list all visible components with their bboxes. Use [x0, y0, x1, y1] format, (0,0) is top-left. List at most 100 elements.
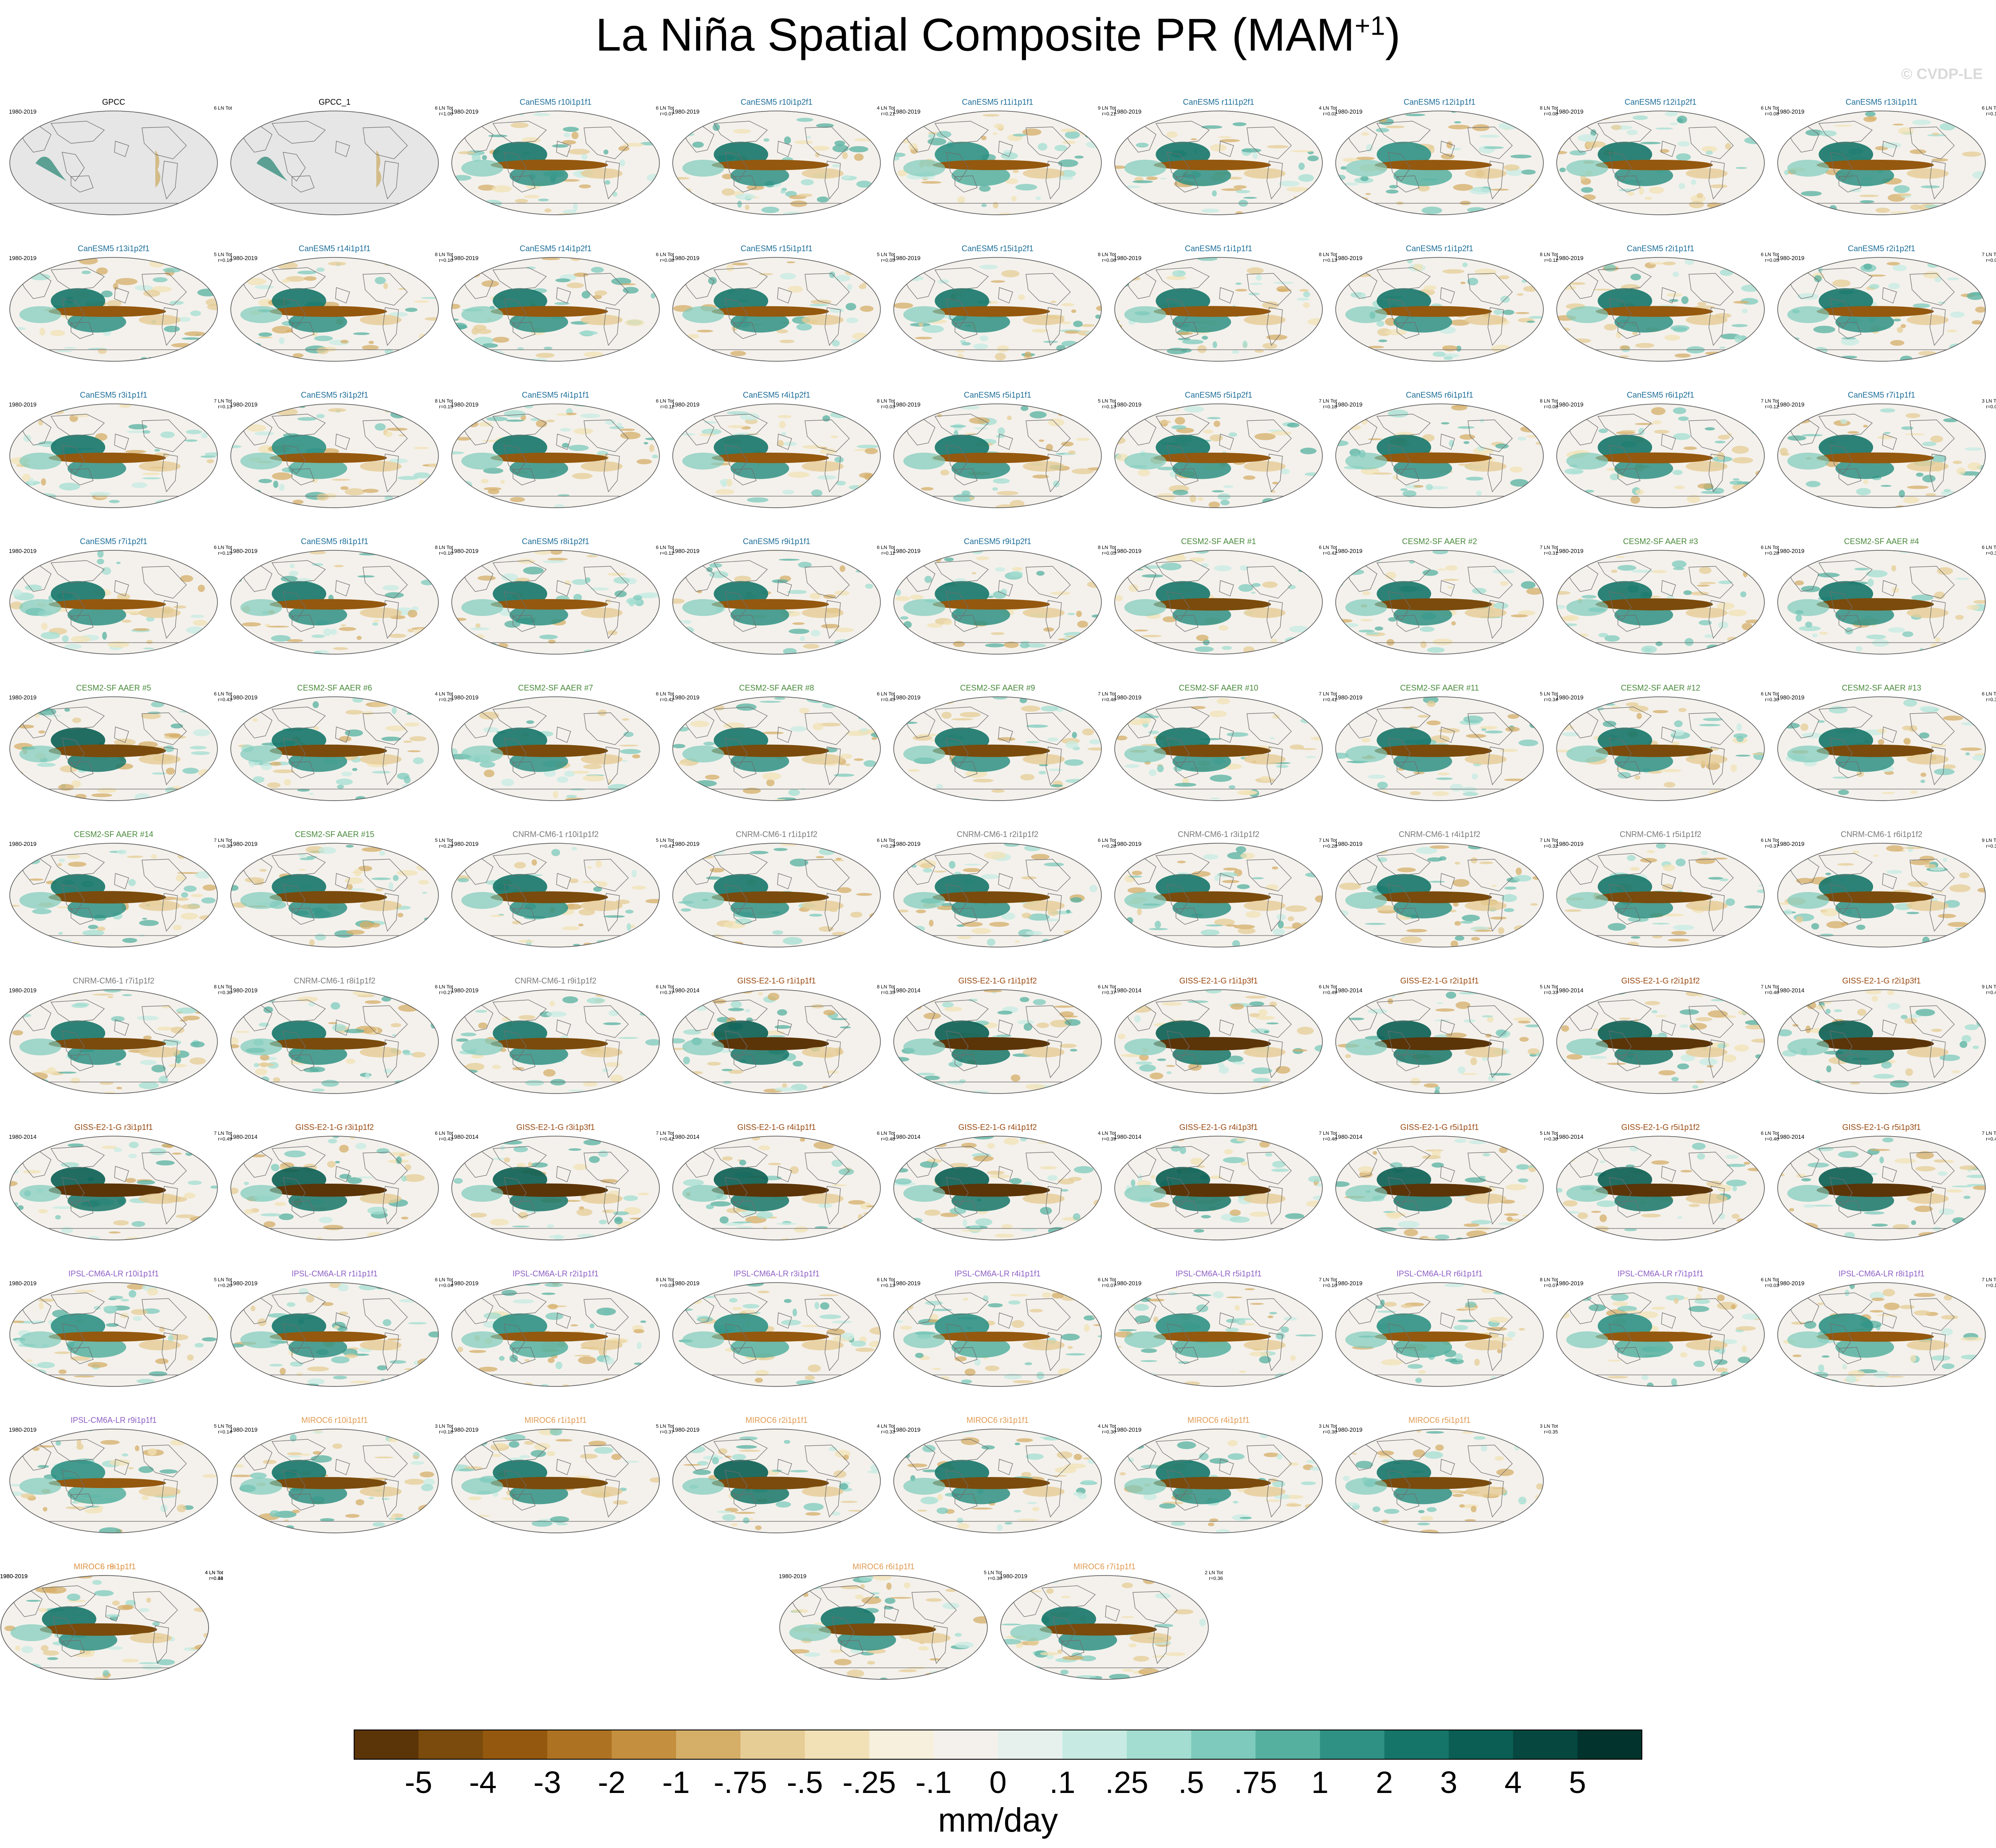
panel-event-count: 8 LN Tot [435, 545, 453, 550]
panel-stats: 5 LN Tot r=0.29 [435, 838, 453, 849]
panel-event-count: 6 LN Tot [1098, 838, 1116, 843]
panel-title: GISS-E2-1-G r2i1p1f1 [1400, 976, 1479, 985]
panel-event-count: 7 LN Tot [1761, 399, 1779, 404]
panel-map [1556, 403, 1765, 508]
panel-stats: 6 LN Tot r=0.37 [1098, 984, 1116, 996]
panel-period: 1980-2014 [230, 1133, 258, 1140]
panel-event-count: 2 LN Tot [1205, 1570, 1223, 1576]
panel-event-count: 6 LN Tot [1319, 545, 1337, 550]
panel-period: 1980-2019 [451, 401, 479, 408]
panel-event-count: 6 LN Tot [1098, 984, 1116, 990]
panel-title: CNRM-CM6-1 r6i1p1f2 [1840, 830, 1923, 839]
colorbar-swatch [805, 1730, 870, 1759]
panel-title: CanESM5 r5i1p2f1 [1184, 391, 1253, 399]
panel-title: GISS-E2-1-G r1i1p3f1 [1179, 976, 1258, 985]
panel-title: GISS-E2-1-G r3i1p1f1 [74, 1123, 153, 1132]
panel-event-count: 6 LN Tot [435, 1277, 453, 1283]
panel-title: CanESM5 r10i1p2f1 [740, 98, 813, 107]
map-panel: CanESM5 r4i1p1f1 1980-2019 6 LN Tot r=0.11 [451, 391, 674, 524]
panel-period: 1980-2014 [1556, 987, 1584, 994]
panel-event-count: 9 LN Tot [1098, 106, 1116, 111]
panel-pattern-correlation: r=0.06 [1986, 258, 1996, 263]
panel-period: 1980-2019 [893, 401, 921, 408]
colorbar-tick-label: -5 [405, 1765, 432, 1800]
panel-map [1335, 403, 1544, 508]
map-panel: CanESM5 r12i1p1f1 1980-2019 8 LN Tot r=0.08 [1335, 98, 1558, 231]
panel-map [9, 696, 218, 801]
panel-event-count: 5 LN Tot [1540, 691, 1558, 697]
panel-event-count: 7 LN Tot [1319, 1131, 1337, 1136]
map-panel: GPCC_1 6 LN Tot r=1.00 [230, 98, 453, 231]
panel-title: CanESM5 r6i1p2f1 [1626, 391, 1695, 399]
panel-stats: 6 LN Tot r=0.11 [656, 399, 674, 410]
panel-period: 1980-2019 [451, 548, 479, 554]
panel-event-count: 6 LN Tot [656, 984, 674, 990]
panel-title: GISS-E2-1-G r3i1p1f2 [295, 1123, 374, 1132]
panel-stats: 8 LN Tot r=0.10 [435, 252, 453, 264]
panel-period: 1980-2019 [1335, 1280, 1363, 1287]
map-panel: CESM2-SF AAER #11 1980-2019 5 LN Tot r=0.34 [1335, 683, 1558, 817]
panel-map [893, 403, 1102, 508]
map-panel: CESM2-SF AAER #15 1980-2019 5 LN Tot r=0.29 [230, 830, 453, 963]
panel-stats: 5 LN Tot r=0.20 [214, 1277, 232, 1289]
panel-event-count: 5 LN Tot [435, 838, 453, 843]
panel-map [230, 1136, 439, 1240]
panel-pattern-correlation: r=0.11 [660, 404, 674, 410]
panel-map [1335, 1282, 1544, 1387]
panel-pattern-correlation: r=0.43 [218, 697, 232, 703]
colorbar-swatch [611, 1730, 676, 1759]
panel-stats: 5 LN Tot r=0.41 [656, 838, 674, 849]
map-panel: CESM2-SF AAER #2 1980-2019 7 LN Tot r=0.31 [1335, 537, 1558, 670]
panel-period: 1980-2019 [451, 1280, 479, 1287]
panel-event-count: 7 LN Tot [1319, 691, 1337, 697]
panel-map [1114, 1136, 1323, 1240]
map-panel: CESM2-SF AAER #3 1980-2019 6 LN Tot r=0.28 [1556, 537, 1779, 670]
panel-period: 1980-2019 [0, 1573, 28, 1579]
panel-pattern-correlation: r=0.43 [209, 1576, 223, 1581]
map-panel: CESM2-SF AAER #6 1980-2019 4 LN Tot r=0.25 [230, 683, 453, 817]
panel-stats: 8 LN Tot r=0.03 [877, 399, 895, 410]
panel-stats: 4 LN Tot r=0.39 [1098, 1131, 1116, 1142]
panel-title: CNRM-CM6-1 r9i1p1f2 [514, 976, 597, 985]
panel-period: 1980-2019 [230, 841, 258, 847]
panel-title: CanESM5 r6i1p1f1 [1405, 391, 1474, 399]
panel-period: 1980-2019 [230, 1280, 258, 1287]
colorbar-swatch [1448, 1730, 1514, 1759]
colorbar-tick-label: 4 [1504, 1765, 1522, 1800]
panel-period: 1980-2019 [893, 694, 921, 701]
panel-period: 1980-2019 [1114, 1426, 1142, 1433]
panel-title: GISS-E2-1-G r3i1p3f1 [516, 1123, 595, 1132]
panel-pattern-correlation: r=0.46 [1765, 1137, 1779, 1142]
panel-map [9, 257, 218, 362]
map-panel: GISS-E2-1-G r4i1p3f1 1980-2014 7 LN Tot r=0… [1114, 1123, 1337, 1256]
panel-map [893, 1282, 1102, 1387]
panel-event-count: 8 LN Tot [877, 399, 895, 404]
panel-map [230, 1282, 439, 1387]
panel-stats: 8 LN Tot r=0.30 [214, 984, 232, 996]
panel-event-count: 8 LN Tot [877, 984, 895, 990]
panel-period: 1980-2014 [1335, 987, 1363, 994]
panel-stats: 7 LN Tot r=0.46 [1319, 1131, 1337, 1142]
panel-stats: 7 LN Tot r=0.41 [1319, 691, 1337, 703]
panel-map [230, 1429, 439, 1533]
panel-title: GISS-E2-1-G r5i1p3f1 [1842, 1123, 1921, 1132]
panel-stats: 3 LN Tot r=0.35 [1540, 1424, 1558, 1435]
panel-map [1335, 989, 1544, 1094]
panel-map [1335, 1136, 1544, 1240]
panel-event-count: 7 LN Tot [656, 1131, 674, 1136]
panel-event-count: 8 LN Tot [1098, 252, 1116, 257]
panel-pattern-correlation: r=0.38 [1986, 551, 1996, 556]
panel-event-count: 8 LN Tot [214, 984, 232, 990]
panel-title: IPSL-CM6A-LR r10i1p1f1 [68, 1269, 159, 1278]
map-panel: GISS-E2-1-G r2i1p1f1 1980-2014 5 LN Tot r=0… [1335, 976, 1558, 1110]
colorbar-tick-label: -.5 [787, 1765, 823, 1800]
panel-event-count: 4 LN Tot [1098, 1131, 1116, 1136]
panel-period: 1980-2019 [451, 1426, 479, 1433]
panel-stats: 8 LN Tot r=0.08 [1540, 399, 1558, 410]
panel-event-count: 8 LN Tot [1540, 1277, 1558, 1283]
panel-stats: 6 LN Tot r=0.37 [1761, 838, 1779, 849]
panel-pattern-correlation: r=0.49 [218, 1137, 232, 1142]
panel-map [1777, 550, 1986, 655]
